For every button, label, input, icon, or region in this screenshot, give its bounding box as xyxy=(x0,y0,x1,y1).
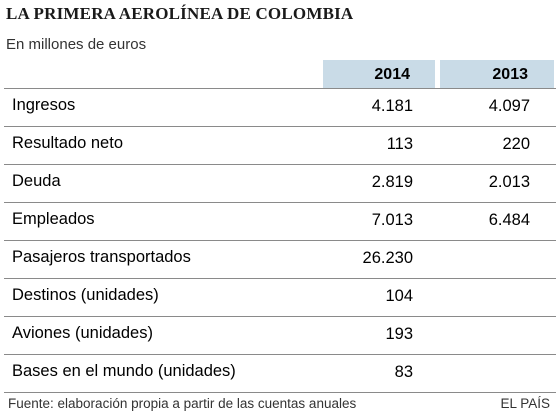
column-header-2013: 2013 xyxy=(492,66,528,83)
table-row: Bases en el mundo (unidades) 83 xyxy=(0,354,560,392)
table-title: LA PRIMERA AEROLÍNEA DE COLOMBIA xyxy=(6,4,354,23)
row-divider xyxy=(4,164,556,165)
row-label: Empleados xyxy=(12,210,95,228)
cell-2013 xyxy=(440,240,530,278)
cell-2014: 193 xyxy=(385,325,413,343)
cell-2014: 113 xyxy=(386,135,413,153)
row-divider xyxy=(4,278,556,279)
column-header-2014: 2014 xyxy=(374,66,410,83)
header-band-2013 xyxy=(440,60,554,88)
cell-2013: 4.097 xyxy=(488,97,530,115)
cell-2014: 83 xyxy=(394,363,413,381)
cell-2014: 7.013 xyxy=(371,211,413,229)
table-row: Resultado neto 113 220 xyxy=(0,126,560,164)
row-divider xyxy=(4,88,556,89)
cell-2014: 26.230 xyxy=(362,249,413,267)
source-note: Fuente: elaboración propia a partir de l… xyxy=(8,396,357,411)
brand-credit: EL PAÍS xyxy=(500,396,550,411)
row-label: Aviones (unidades) xyxy=(12,324,153,342)
cell-2013: 6.484 xyxy=(488,211,530,229)
row-divider xyxy=(4,202,556,203)
row-divider xyxy=(4,392,556,393)
cell-2014: 104 xyxy=(385,287,413,305)
row-divider xyxy=(4,126,556,127)
cell-2013: 2.013 xyxy=(488,173,530,191)
cell-2014: 4.181 xyxy=(371,97,413,115)
table-row: Empleados 7.013 6.484 xyxy=(0,202,560,240)
row-divider xyxy=(4,354,556,355)
table-row: Deuda 2.819 2.013 xyxy=(0,164,560,202)
row-label: Pasajeros transportados xyxy=(12,248,191,266)
row-label: Destinos (unidades) xyxy=(12,286,159,304)
header-band-2014 xyxy=(323,60,435,88)
row-label: Bases en el mundo (unidades) xyxy=(12,362,236,380)
cell-2013: 220 xyxy=(502,135,530,153)
cell-2013 xyxy=(440,316,530,354)
table-row: Pasajeros transportados 26.230 xyxy=(0,240,560,278)
table-row: Ingresos 4.181 4.097 xyxy=(0,88,560,126)
row-divider xyxy=(4,316,556,317)
row-label: Ingresos xyxy=(12,96,76,114)
table-row: Aviones (unidades) 193 xyxy=(0,316,560,354)
cell-2013 xyxy=(440,354,530,392)
table-subtitle: En millones de euros xyxy=(6,36,147,53)
cell-2013 xyxy=(440,278,530,316)
row-label: Deuda xyxy=(12,172,61,190)
row-divider xyxy=(4,240,556,241)
row-label: Resultado neto xyxy=(12,134,123,152)
cell-2014: 2.819 xyxy=(371,173,413,191)
table-row: Destinos (unidades) 104 xyxy=(0,278,560,316)
